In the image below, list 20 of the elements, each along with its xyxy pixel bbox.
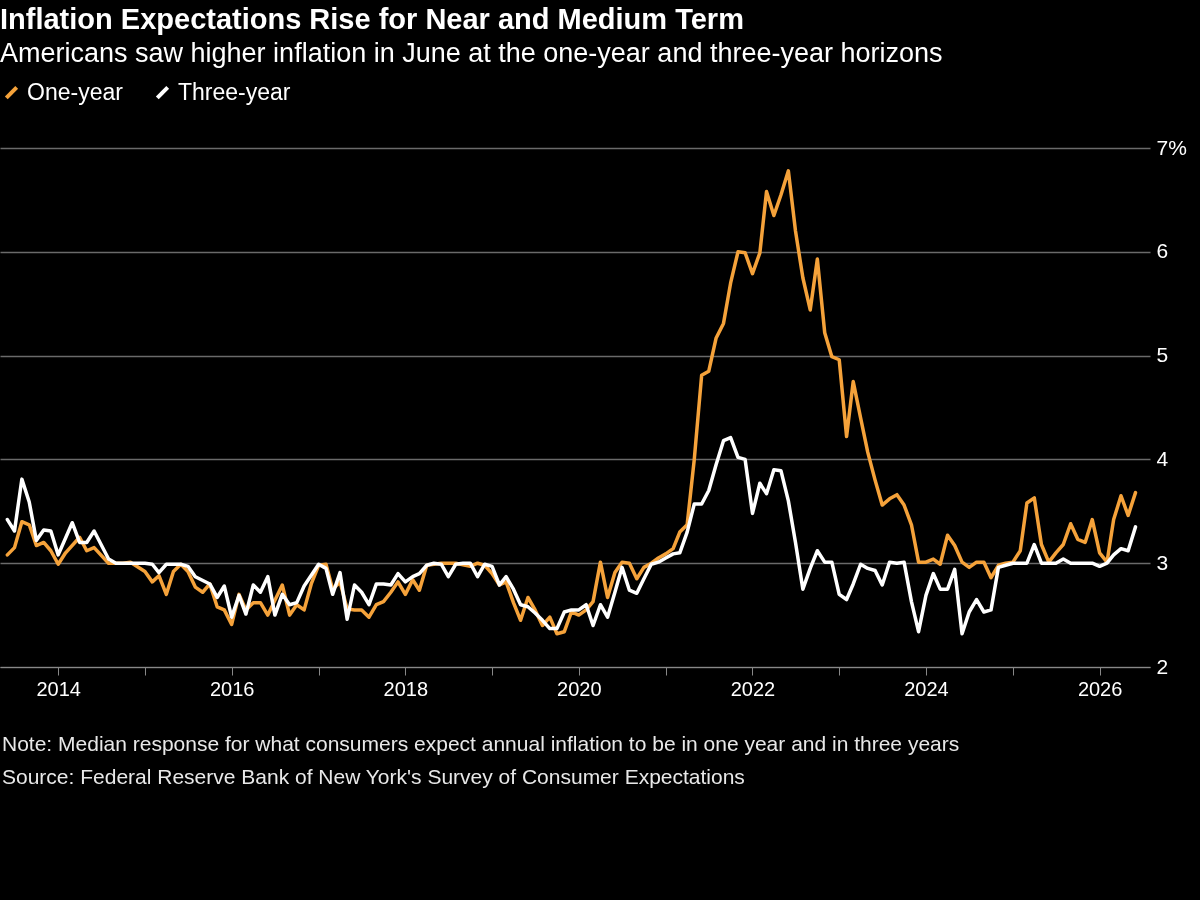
chart-subtitle: Americans saw higher inflation in June at the one-year and three-year horizons	[0, 38, 943, 68]
y-tick-label: 6	[1156, 239, 1169, 263]
legend-label: One-year	[27, 78, 124, 105]
x-tick-label: 2014	[36, 677, 81, 700]
y-tick-label: 4	[1156, 446, 1169, 470]
source-note: Source: Federal Reserve Bank of New York's Survey of Consumer Expectations	[2, 764, 746, 790]
x-tick-label: 2024	[904, 677, 949, 700]
y-tick-label: 5	[1156, 343, 1169, 367]
y-tick-label: 3	[1156, 550, 1169, 574]
y-tick-label: 2	[1156, 654, 1169, 678]
x-tick-label: 2018	[383, 677, 429, 700]
text: Note: Median response for what consumers expect annual inflation to be in one year and in three years	[2, 731, 961, 757]
legend-label: Three-year	[178, 78, 291, 105]
line-series	[5, 435, 1138, 636]
x-tick-label: 2020	[557, 677, 602, 700]
x-tick-label: 2026	[1077, 677, 1123, 700]
chart-title: Inflation Expectations Rise for Near and Medium Term	[0, 3, 744, 35]
x-tick-label: 2022	[730, 677, 776, 700]
x-tick-label: 2016	[209, 677, 255, 700]
y-tick-label: 7%	[1156, 135, 1187, 159]
